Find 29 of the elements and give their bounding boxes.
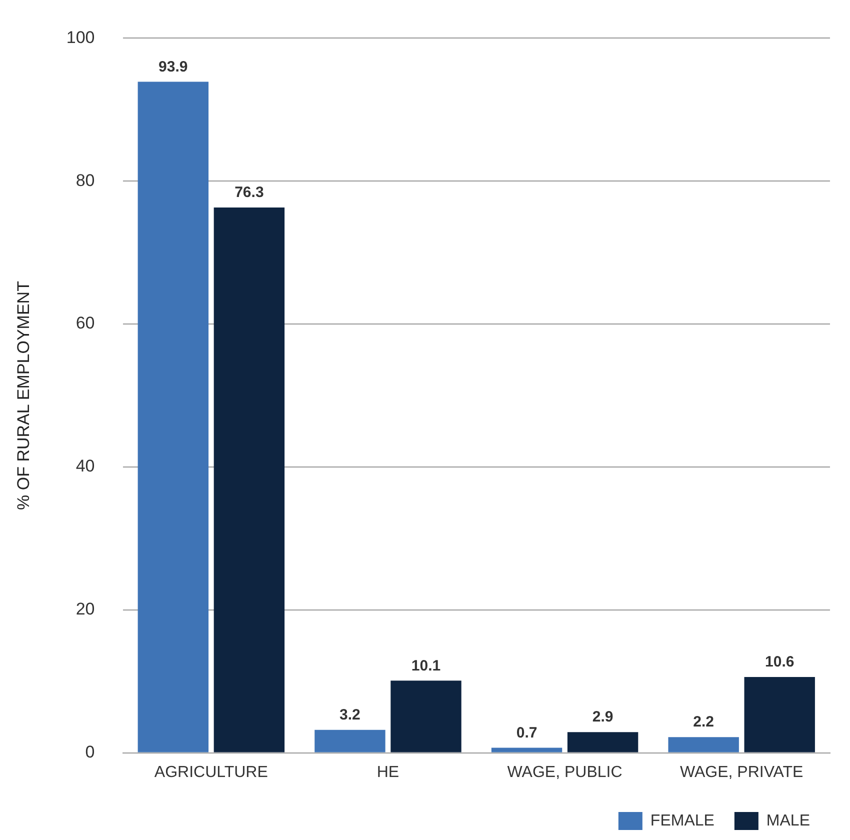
- x-tick-label: HE: [376, 764, 400, 781]
- data-label: 10.1: [411, 657, 441, 674]
- data-label: 0.7: [516, 724, 538, 742]
- data-label: 2.9: [592, 708, 614, 726]
- y-tick-label: 80: [76, 170, 95, 190]
- bar: [491, 748, 562, 752]
- data-label: 3.2: [340, 706, 360, 724]
- data-label: 2.2: [693, 714, 714, 731]
- data-label: 93.9: [158, 58, 188, 76]
- x-tick-label: AGRICULTURE: [154, 764, 268, 781]
- bar: [138, 82, 209, 752]
- bar: [390, 680, 462, 752]
- y-axis-title: % OF RURAL EMPLOYMENT: [14, 281, 33, 510]
- legend-label: MALE: [766, 812, 810, 830]
- x-tick-label: WAGE, PRIVATE: [680, 764, 804, 781]
- y-tick-label: 20: [76, 600, 95, 619]
- bar: [567, 732, 638, 752]
- x-tick-label: WAGE, PUBLIC: [507, 764, 622, 781]
- y-tick-label: 0: [85, 742, 95, 762]
- y-tick-label: 60: [76, 314, 95, 333]
- bar: [214, 208, 285, 752]
- y-tick-label: 100: [66, 28, 95, 47]
- bar: [744, 677, 815, 752]
- bar: [668, 737, 739, 752]
- data-label: 76.3: [234, 184, 264, 202]
- data-label: 10.6: [765, 654, 794, 671]
- y-tick-label: 40: [76, 456, 95, 476]
- legend-label: FEMALE: [650, 812, 714, 830]
- bar: [314, 730, 386, 752]
